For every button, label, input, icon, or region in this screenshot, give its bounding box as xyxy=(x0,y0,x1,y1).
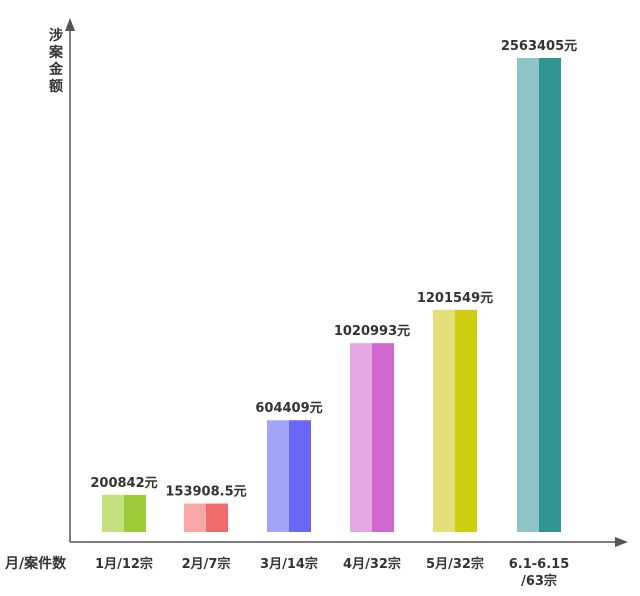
value-labels: 200842元 153908.5元 604409元 1020993元 1201549元 2… xyxy=(90,39,577,500)
value-label: 200842元 xyxy=(90,476,157,491)
bars xyxy=(102,58,561,532)
bar xyxy=(102,494,146,532)
bar xyxy=(184,503,228,532)
category-label: 6.1-6.15 xyxy=(509,557,570,572)
category-label: /63宗 xyxy=(521,573,557,589)
bar xyxy=(267,420,311,532)
bar-left-face xyxy=(350,343,372,532)
category-label: 3月/14宗 xyxy=(260,556,318,572)
bar xyxy=(517,58,561,532)
value-label: 604409元 xyxy=(255,401,322,416)
value-label: 1201549元 xyxy=(417,291,493,306)
category-label: 1月/12宗 xyxy=(95,556,153,572)
bar-left-face xyxy=(267,420,289,532)
x-axis-arrow xyxy=(615,537,628,547)
value-label: 1020993元 xyxy=(334,324,410,339)
y-axis-title-char: 案 xyxy=(48,44,64,61)
category-label: 4月/32宗 xyxy=(343,556,401,572)
bar-right-face xyxy=(206,503,228,532)
bar-right-face xyxy=(539,58,561,532)
category-label: 2月/7宗 xyxy=(182,556,231,572)
category-label: 5月/32宗 xyxy=(426,556,484,572)
y-axis-arrow xyxy=(65,18,75,31)
y-axis-title-char: 金 xyxy=(48,61,64,78)
value-label: 153908.5元 xyxy=(165,485,246,500)
x-axis-title: 月/案件数 xyxy=(4,555,67,572)
bar xyxy=(350,343,394,532)
bar-left-face xyxy=(184,503,206,532)
value-label: 2563405元 xyxy=(501,39,577,54)
category-labels: 1月/12宗 2月/7宗 3月/14宗 4月/32宗 5月/32宗 6.1-6.15/63… xyxy=(95,556,569,589)
bar-right-face xyxy=(372,343,394,532)
bar-right-face xyxy=(455,309,477,532)
bar-left-face xyxy=(102,494,124,532)
y-axis-title-char: 涉 xyxy=(49,27,63,44)
bar-left-face xyxy=(517,58,539,532)
bar xyxy=(433,309,477,532)
y-axis-title-char: 额 xyxy=(49,78,63,95)
bar-left-face xyxy=(433,309,455,532)
bar-right-face xyxy=(124,494,146,532)
axes xyxy=(65,18,628,547)
bar-right-face xyxy=(289,420,311,532)
